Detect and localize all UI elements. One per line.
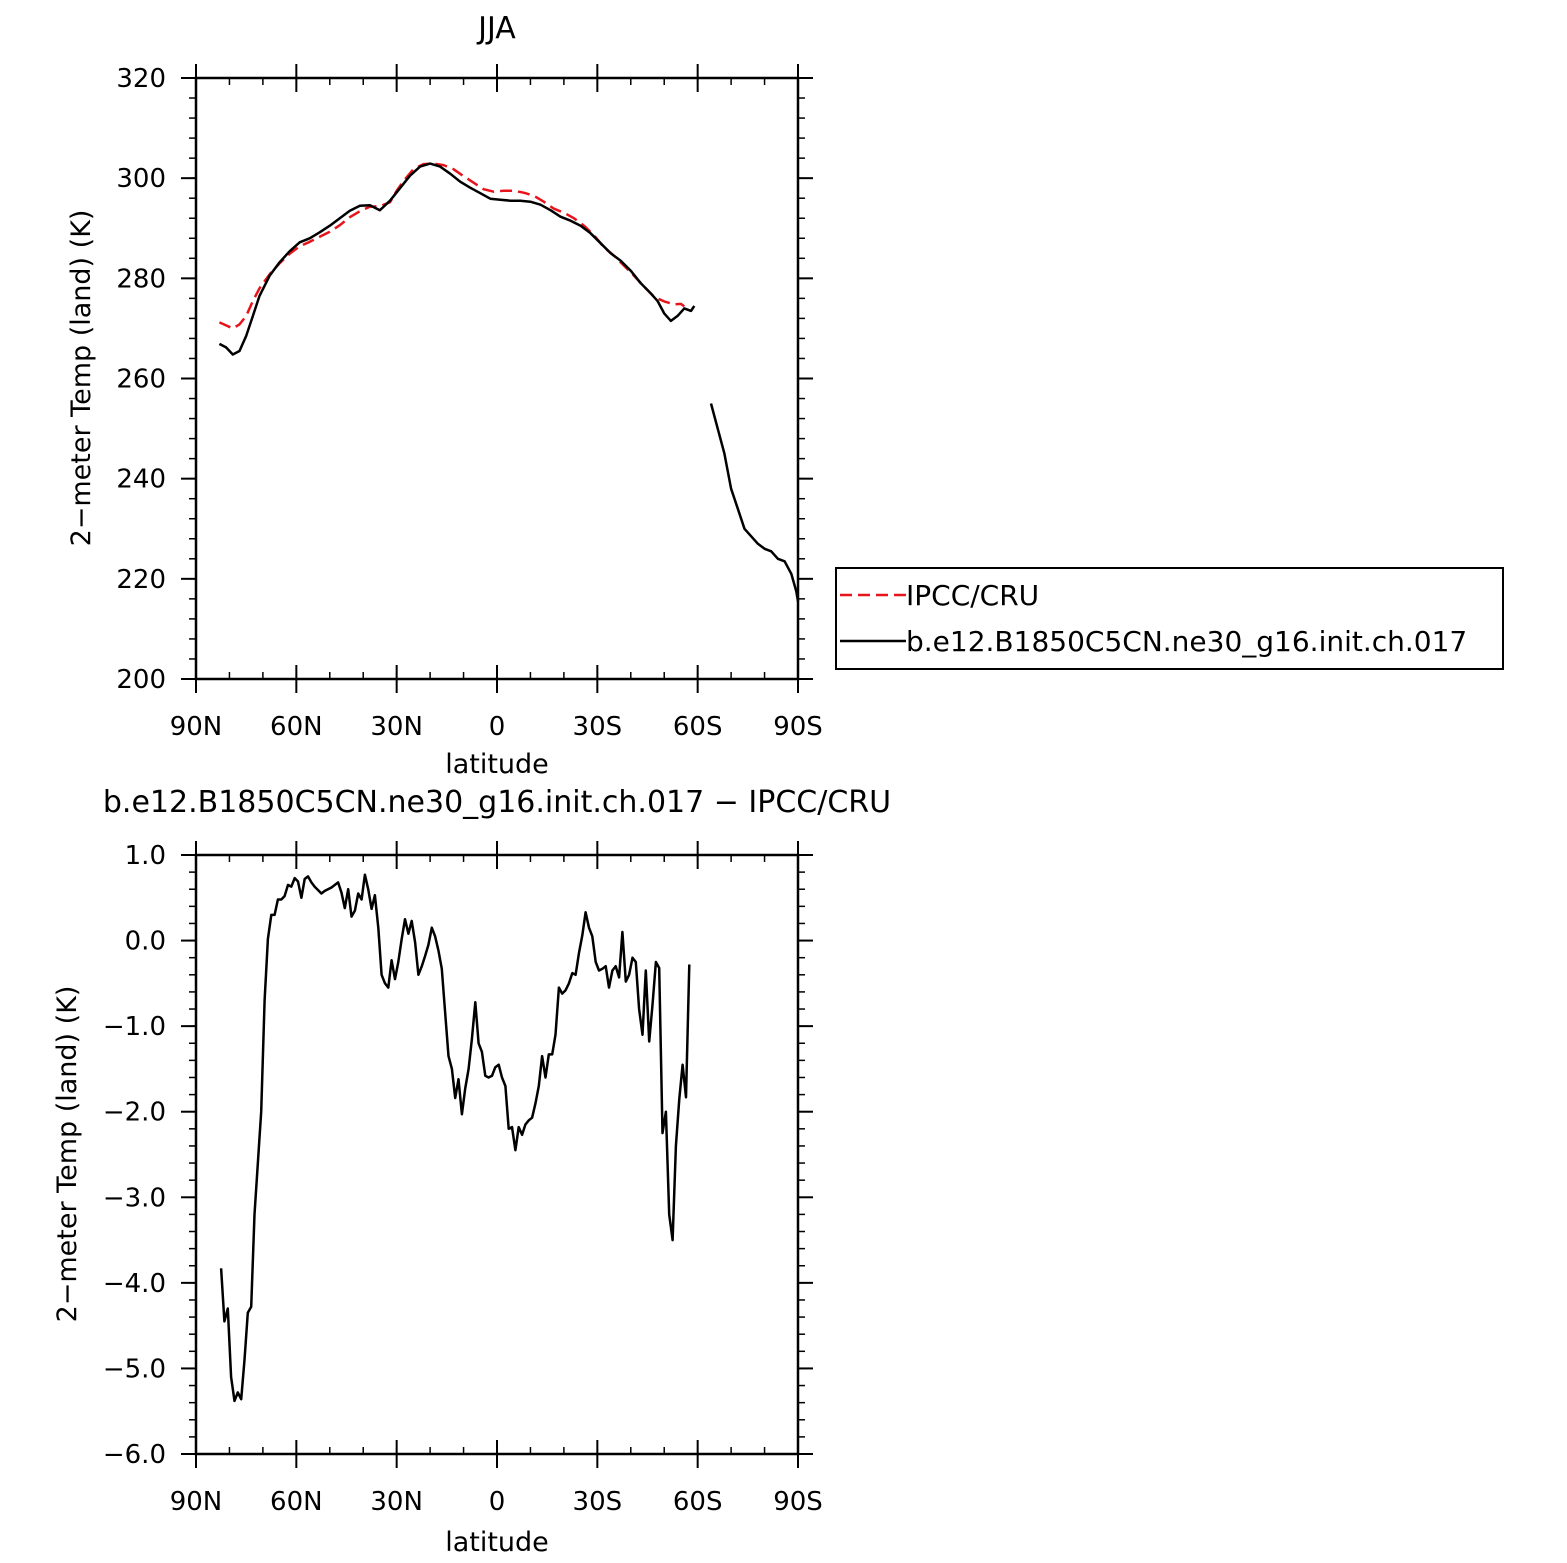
top-x-tick-label: 60S	[673, 712, 723, 742]
bottom-y-tick-label: −4.0	[103, 1269, 166, 1299]
top-x-tick-label: 30N	[370, 712, 423, 742]
top-y-tick-label: 280	[116, 264, 166, 294]
top-y-tick-label: 320	[116, 64, 166, 94]
bottom-y-tick-label: −2.0	[103, 1098, 166, 1128]
bottom-chart-title: b.e12.B1850C5CN.ne30_g16.init.ch.017 − I…	[103, 785, 891, 820]
bottom-plot-area: 90N 60N 30N 0 30S 60S 90S 1.0 0.0 −1.0 −2.0 −3.0 −4.…	[103, 841, 823, 1517]
top-series-1-line-1	[709, 403, 800, 602]
top-chart-xlabel: latitude	[445, 749, 549, 780]
top-frame	[194, 76, 800, 681]
top-chart: JJA latitude 2−meter Temp (land) (K) 90N…	[66, 11, 823, 780]
bottom-y-tick-label: −1.0	[103, 1012, 166, 1042]
bottom-x-tick-label: 0	[489, 1487, 506, 1517]
bottom-x-tick-label: 60S	[673, 1487, 723, 1517]
bottom-series-0-line-0	[219, 873, 691, 1403]
bottom-x-tick-label: 90N	[170, 1487, 223, 1517]
bottom-frame	[194, 853, 800, 1456]
top-series-1-line-0	[218, 162, 696, 356]
top-chart-title: JJA	[476, 11, 516, 46]
bottom-x-tick-label: 60N	[270, 1487, 323, 1517]
top-plot-area: 90N 60N 30N 0 30S 60S 90S 200 220 240 260 280 300 320	[116, 64, 823, 742]
top-x-tick-label: 90S	[773, 712, 823, 742]
legend-label-model: b.e12.B1850C5CN.ne30_g16.init.ch.017	[906, 625, 1467, 658]
legend: IPCC/CRU b.e12.B1850C5CN.ne30_g16.init.c…	[835, 567, 1504, 670]
bottom-x-tick-label: 90S	[773, 1487, 823, 1517]
bottom-chart-ylabel: 2−meter Temp (land) (K)	[52, 986, 83, 1323]
top-x-tick-label: 60N	[270, 712, 323, 742]
bottom-x-tick-label: 30S	[573, 1487, 623, 1517]
bottom-chart-xlabel: latitude	[445, 1527, 549, 1558]
top-chart-ylabel: 2−meter Temp (land) (K)	[66, 210, 97, 547]
bottom-y-tick-label: −3.0	[103, 1183, 166, 1213]
bottom-y-tick-label: 0.0	[125, 927, 166, 957]
legend-label-ipcc-cru: IPCC/CRU	[906, 579, 1039, 612]
top-y-tick-label: 260	[116, 365, 166, 395]
bottom-y-tick-label: 1.0	[125, 841, 166, 871]
bottom-y-tick-label: −5.0	[103, 1354, 166, 1384]
bottom-y-tick-label: −6.0	[103, 1440, 166, 1470]
top-y-tick-label: 220	[116, 565, 166, 595]
top-y-tick-label: 300	[116, 164, 166, 194]
top-y-tick-label: 200	[116, 665, 166, 695]
top-y-tick-label: 240	[116, 465, 166, 495]
top-x-tick-label: 0	[489, 712, 506, 742]
top-series-0-line-0	[218, 162, 686, 330]
bottom-chart: b.e12.B1850C5CN.ne30_g16.init.ch.017 − I…	[52, 785, 891, 1558]
bottom-x-tick-label: 30N	[370, 1487, 423, 1517]
legend-box	[835, 567, 1504, 670]
top-x-tick-label: 30S	[573, 712, 623, 742]
top-x-tick-label: 90N	[170, 712, 223, 742]
